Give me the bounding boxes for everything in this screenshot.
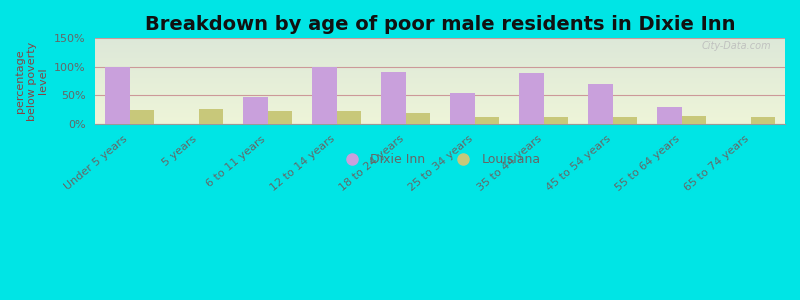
Bar — [243, 97, 267, 124]
Bar — [613, 117, 637, 124]
Bar — [658, 107, 682, 124]
Bar — [313, 67, 337, 124]
Bar — [406, 113, 430, 124]
Bar — [198, 109, 222, 124]
Title: Breakdown by age of poor male residents in Dixie Inn: Breakdown by age of poor male residents … — [145, 15, 735, 34]
Bar — [106, 67, 130, 124]
Bar — [130, 110, 154, 124]
Text: City-Data.com: City-Data.com — [702, 41, 771, 51]
Bar — [267, 111, 292, 124]
Bar — [588, 84, 613, 124]
Bar — [543, 117, 568, 124]
Legend: Dixie Inn, Louisiana: Dixie Inn, Louisiana — [334, 148, 546, 171]
Bar — [337, 111, 361, 124]
Bar — [382, 72, 406, 124]
Bar — [450, 93, 474, 124]
Y-axis label: percentage
below poverty
level: percentage below poverty level — [15, 42, 48, 121]
Bar — [519, 73, 543, 124]
Bar — [474, 117, 498, 124]
Bar — [682, 116, 706, 124]
Bar — [750, 117, 774, 124]
